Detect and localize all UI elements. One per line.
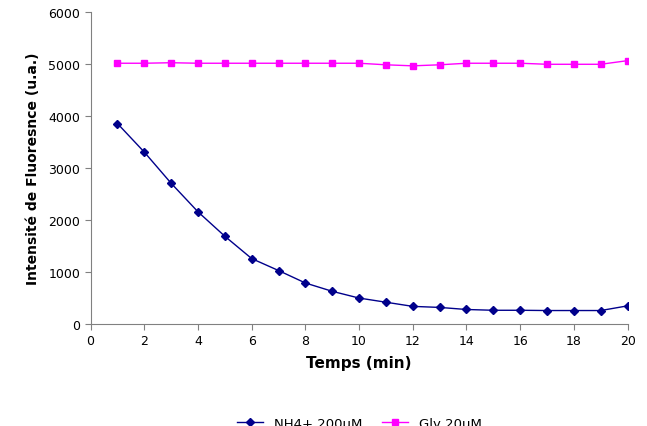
- NH4+ 200μM: [221, 234, 229, 239]
- Gly 20μM: [114, 61, 122, 66]
- NH4+ 200μM: [409, 304, 417, 309]
- NH4+ 200μM: [302, 281, 309, 286]
- NH4+ 200μM: [329, 289, 336, 294]
- NH4+ 200μM: [167, 181, 175, 187]
- Gly 20μM: [597, 63, 604, 68]
- NH4+ 200μM: [274, 268, 282, 273]
- Gly 20μM: [355, 61, 363, 66]
- Gly 20μM: [624, 59, 631, 64]
- Gly 20μM: [489, 61, 497, 66]
- NH4+ 200μM: [355, 296, 363, 301]
- NH4+ 200μM: [489, 308, 497, 313]
- NH4+ 200μM: [516, 308, 524, 313]
- NH4+ 200μM: [463, 307, 470, 312]
- Gly 20μM: [570, 63, 578, 68]
- Gly 20μM: [543, 63, 551, 68]
- Gly 20μM: [274, 61, 282, 66]
- NH4+ 200μM: [570, 308, 578, 314]
- Gly 20μM: [409, 64, 417, 69]
- NH4+ 200μM: [140, 150, 148, 155]
- Line: NH4+ 200μM: NH4+ 200μM: [115, 121, 630, 314]
- Gly 20μM: [329, 61, 336, 66]
- Gly 20μM: [302, 61, 309, 66]
- NH4+ 200μM: [382, 300, 389, 305]
- Y-axis label: Intensité de Fluoresnce (u.a.): Intensité de Fluoresnce (u.a.): [26, 52, 40, 284]
- Gly 20μM: [140, 61, 148, 66]
- NH4+ 200μM: [114, 122, 122, 127]
- Line: Gly 20μM: Gly 20μM: [114, 58, 631, 70]
- Gly 20μM: [194, 61, 202, 66]
- Gly 20μM: [248, 61, 256, 66]
- Gly 20μM: [436, 63, 444, 68]
- Gly 20μM: [221, 61, 229, 66]
- Gly 20μM: [516, 61, 524, 66]
- Gly 20μM: [167, 61, 175, 66]
- NH4+ 200μM: [248, 256, 256, 262]
- Gly 20μM: [382, 63, 389, 68]
- NH4+ 200μM: [543, 308, 551, 314]
- NH4+ 200μM: [436, 305, 444, 310]
- NH4+ 200μM: [597, 308, 604, 314]
- Legend: NH4+ 200μM, Gly 20μM: NH4+ 200μM, Gly 20μM: [232, 412, 487, 426]
- NH4+ 200μM: [194, 210, 202, 215]
- NH4+ 200μM: [624, 304, 631, 309]
- X-axis label: Temps (min): Temps (min): [306, 355, 412, 370]
- Gly 20μM: [463, 61, 470, 66]
